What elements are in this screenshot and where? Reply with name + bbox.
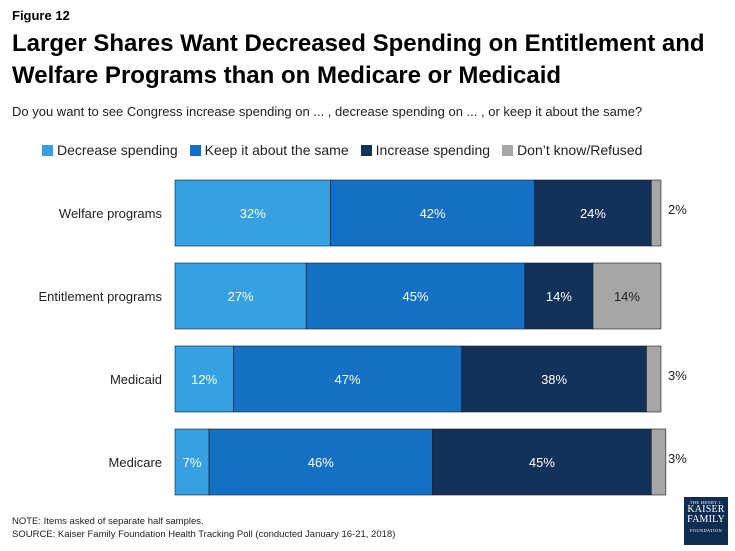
data-label-welfare-programs-increase-spending: 24% (580, 206, 606, 221)
bar-segment-welfare-programs-don-t-know-refused (650, 179, 662, 247)
bar-segment-medicaid-increase-spending (461, 345, 647, 413)
data-label-welfare-programs-decrease-spending: 32% (240, 206, 266, 221)
data-label-welfare-programs-keep-it-about-the-same: 42% (420, 206, 446, 221)
data-label-medicare-keep-it-about-the-same: 46% (308, 455, 334, 470)
legend-label-decrease: Decrease spending (57, 142, 178, 158)
bar-segment-welfare-programs-decrease-spending (174, 179, 331, 247)
bar-segment-entitlement-programs-increase-spending (524, 262, 594, 330)
data-label-medicare-decrease-spending: 7% (183, 455, 202, 470)
legend-item-same: Keep it about the same (189, 142, 349, 158)
legend-label-same: Keep it about the same (204, 142, 349, 158)
bar-segment-medicaid-keep-it-about-the-same (233, 345, 463, 413)
data-label-medicaid-decrease-spending: 12% (191, 372, 217, 387)
data-label-entitlement-programs-don-t-know-refused: 14% (614, 289, 640, 304)
legend-item-dont-know: Don’t know/Refused (502, 142, 642, 158)
legend-item-decrease: Decrease spending (42, 142, 178, 158)
data-label-entitlement-programs-keep-it-about-the-same: 45% (403, 289, 429, 304)
kff-logo: THE HENRY J. KAISER FAMILY FOUNDATION (684, 497, 728, 545)
logo-line-1: THE HENRY J. (689, 500, 723, 505)
bar-segment-entitlement-programs-decrease-spending (174, 262, 307, 330)
data-label-medicare-increase-spending: 45% (529, 455, 555, 470)
data-label-medicare-don-t-know-refused: 3% (668, 451, 687, 466)
data-label-medicaid-don-t-know-refused: 3% (668, 368, 687, 383)
bar-segment-welfare-programs-keep-it-about-the-same (330, 179, 535, 247)
data-label-welfare-programs-don-t-know-refused: 2% (668, 202, 687, 217)
legend-label-increase: Increase spending (375, 142, 491, 158)
data-label-entitlement-programs-decrease-spending: 27% (228, 289, 254, 304)
bar-segment-entitlement-programs-don-t-know-refused (592, 262, 662, 330)
data-label-medicaid-keep-it-about-the-same: 47% (335, 372, 361, 387)
figure-label: Figure 12 (12, 8, 70, 23)
category-label-medicare: Medicare (109, 455, 162, 470)
bar-segment-medicaid-decrease-spending (174, 345, 234, 413)
chart-title: Larger Shares Want Decreased Spending on… (12, 30, 705, 89)
source-text: SOURCE: Kaiser Family Foundation Health … (12, 529, 396, 540)
bar-segment-welfare-programs-increase-spending (534, 179, 652, 247)
category-label-entitlement-programs: Entitlement programs (38, 289, 162, 304)
chart-notes: NOTE: Items asked of separate half sampl… (12, 515, 395, 541)
legend-swatch-increase (360, 144, 372, 156)
logo-line-2: KAISER (687, 504, 725, 515)
category-label-medicaid: Medicaid (110, 372, 162, 387)
logo-line-4: FOUNDATION (690, 528, 722, 533)
legend-item-increase: Increase spending (360, 142, 491, 158)
chart-legend: Decrease spending Keep it about the same… (42, 142, 654, 158)
legend-swatch-decrease (42, 144, 53, 156)
logo-line-3: FAMILY (687, 514, 725, 525)
category-label-welfare-programs: Welfare programs (59, 206, 163, 221)
bar-segment-medicare-keep-it-about-the-same (208, 428, 433, 496)
data-label-entitlement-programs-increase-spending: 14% (546, 289, 572, 304)
note-text: NOTE: Items asked of separate half sampl… (12, 516, 204, 527)
legend-swatch-same (189, 144, 201, 156)
bar-segment-medicare-don-t-know-refused (650, 428, 667, 496)
legend-swatch-dont-know (502, 144, 514, 156)
legend-label-dont-know: Don’t know/Refused (517, 142, 643, 158)
chart-subtitle: Do you want to see Congress increase spe… (12, 104, 643, 119)
bar-segment-medicare-increase-spending (432, 428, 652, 496)
data-label-medicaid-increase-spending: 38% (541, 372, 567, 387)
bar-segment-entitlement-programs-keep-it-about-the-same (305, 262, 526, 330)
bar-segment-medicaid-don-t-know-refused (646, 345, 662, 413)
